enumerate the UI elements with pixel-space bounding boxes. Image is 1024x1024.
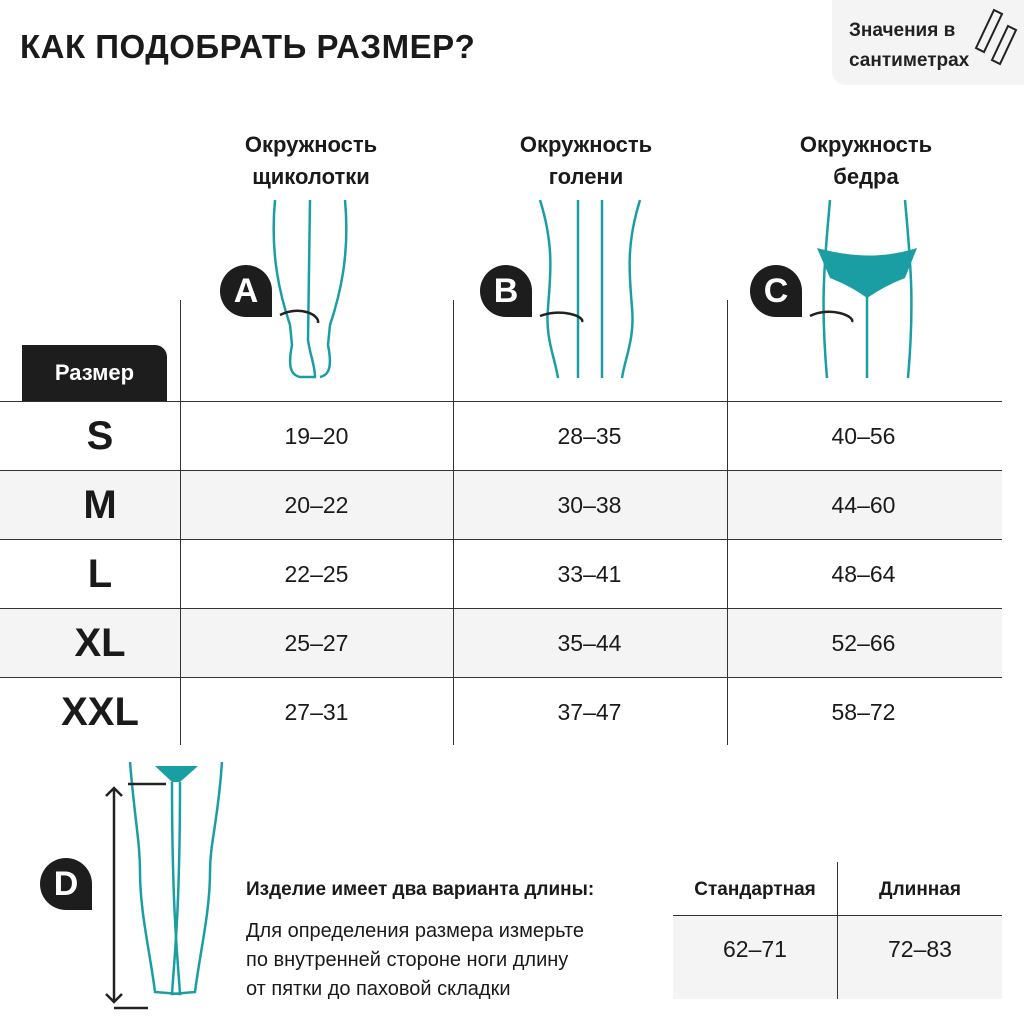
size-label: M xyxy=(83,483,117,527)
size-label: XL xyxy=(74,621,126,665)
length-header-standard: Стандартная xyxy=(694,879,816,900)
badge-d: D xyxy=(40,858,92,910)
size-value: 19–20 xyxy=(284,423,349,449)
size-value: 35–44 xyxy=(557,630,622,656)
length-value-long: 72–83 xyxy=(888,936,952,962)
size-value: 20–22 xyxy=(284,492,349,518)
size-header: Размер xyxy=(22,345,167,401)
size-value: 30–38 xyxy=(557,492,622,518)
divider xyxy=(727,300,728,745)
size-label: XXL xyxy=(61,690,139,734)
table-row: S 19–20 28–35 40–56 xyxy=(0,401,1002,470)
size-value: 25–27 xyxy=(284,630,349,656)
column-header-calf: Окружность голени xyxy=(519,132,653,189)
thigh-illustration xyxy=(809,199,917,379)
units-line1: Значения в xyxy=(849,20,956,41)
units-note: Значения в сантиметрах xyxy=(832,0,1024,85)
length-value-standard: 62–71 xyxy=(723,936,787,962)
length-heading: Изделие имеет два варианта длины: xyxy=(246,879,595,900)
size-value: 27–31 xyxy=(284,699,349,725)
divider xyxy=(453,300,454,745)
size-label: L xyxy=(87,552,113,596)
column-header-ankle: Окружность щиколотки xyxy=(244,132,378,189)
table-row: M 20–22 30–38 44–60 xyxy=(0,470,1002,539)
column-header-thigh: Окружность бедра xyxy=(799,132,933,189)
size-value: 33–41 xyxy=(557,561,622,587)
divider xyxy=(837,862,838,999)
size-value: 48–64 xyxy=(831,561,896,587)
size-value: 44–60 xyxy=(831,492,896,518)
leg-length-illustration xyxy=(105,762,224,1010)
units-line2: сантиметрах xyxy=(849,50,970,71)
length-header-long: Длинная xyxy=(879,879,961,900)
ruler-icon xyxy=(974,8,1018,66)
badge-c: C xyxy=(750,265,802,317)
size-value: 22–25 xyxy=(284,561,349,587)
table-row: L 22–25 33–41 48–64 xyxy=(0,539,1002,608)
table-row: XXL 27–31 37–47 58–72 xyxy=(0,677,1002,746)
badge-a: A xyxy=(220,265,272,317)
length-instructions: Для определения размера измерьте по внутр… xyxy=(246,920,585,1000)
calf-illustration xyxy=(538,199,642,379)
ankle-illustration xyxy=(272,199,348,379)
page-title: КАК ПОДОБРАТЬ РАЗМЕР? xyxy=(20,28,476,65)
size-label: S xyxy=(86,414,114,458)
size-value: 58–72 xyxy=(831,699,896,725)
size-value: 28–35 xyxy=(557,423,622,449)
table-row: XL 25–27 35–44 52–66 xyxy=(0,608,1002,677)
divider xyxy=(180,300,181,745)
size-value: 37–47 xyxy=(557,699,622,725)
size-value: 40–56 xyxy=(831,423,896,449)
badge-b: B xyxy=(480,265,532,317)
size-value: 52–66 xyxy=(831,630,896,656)
